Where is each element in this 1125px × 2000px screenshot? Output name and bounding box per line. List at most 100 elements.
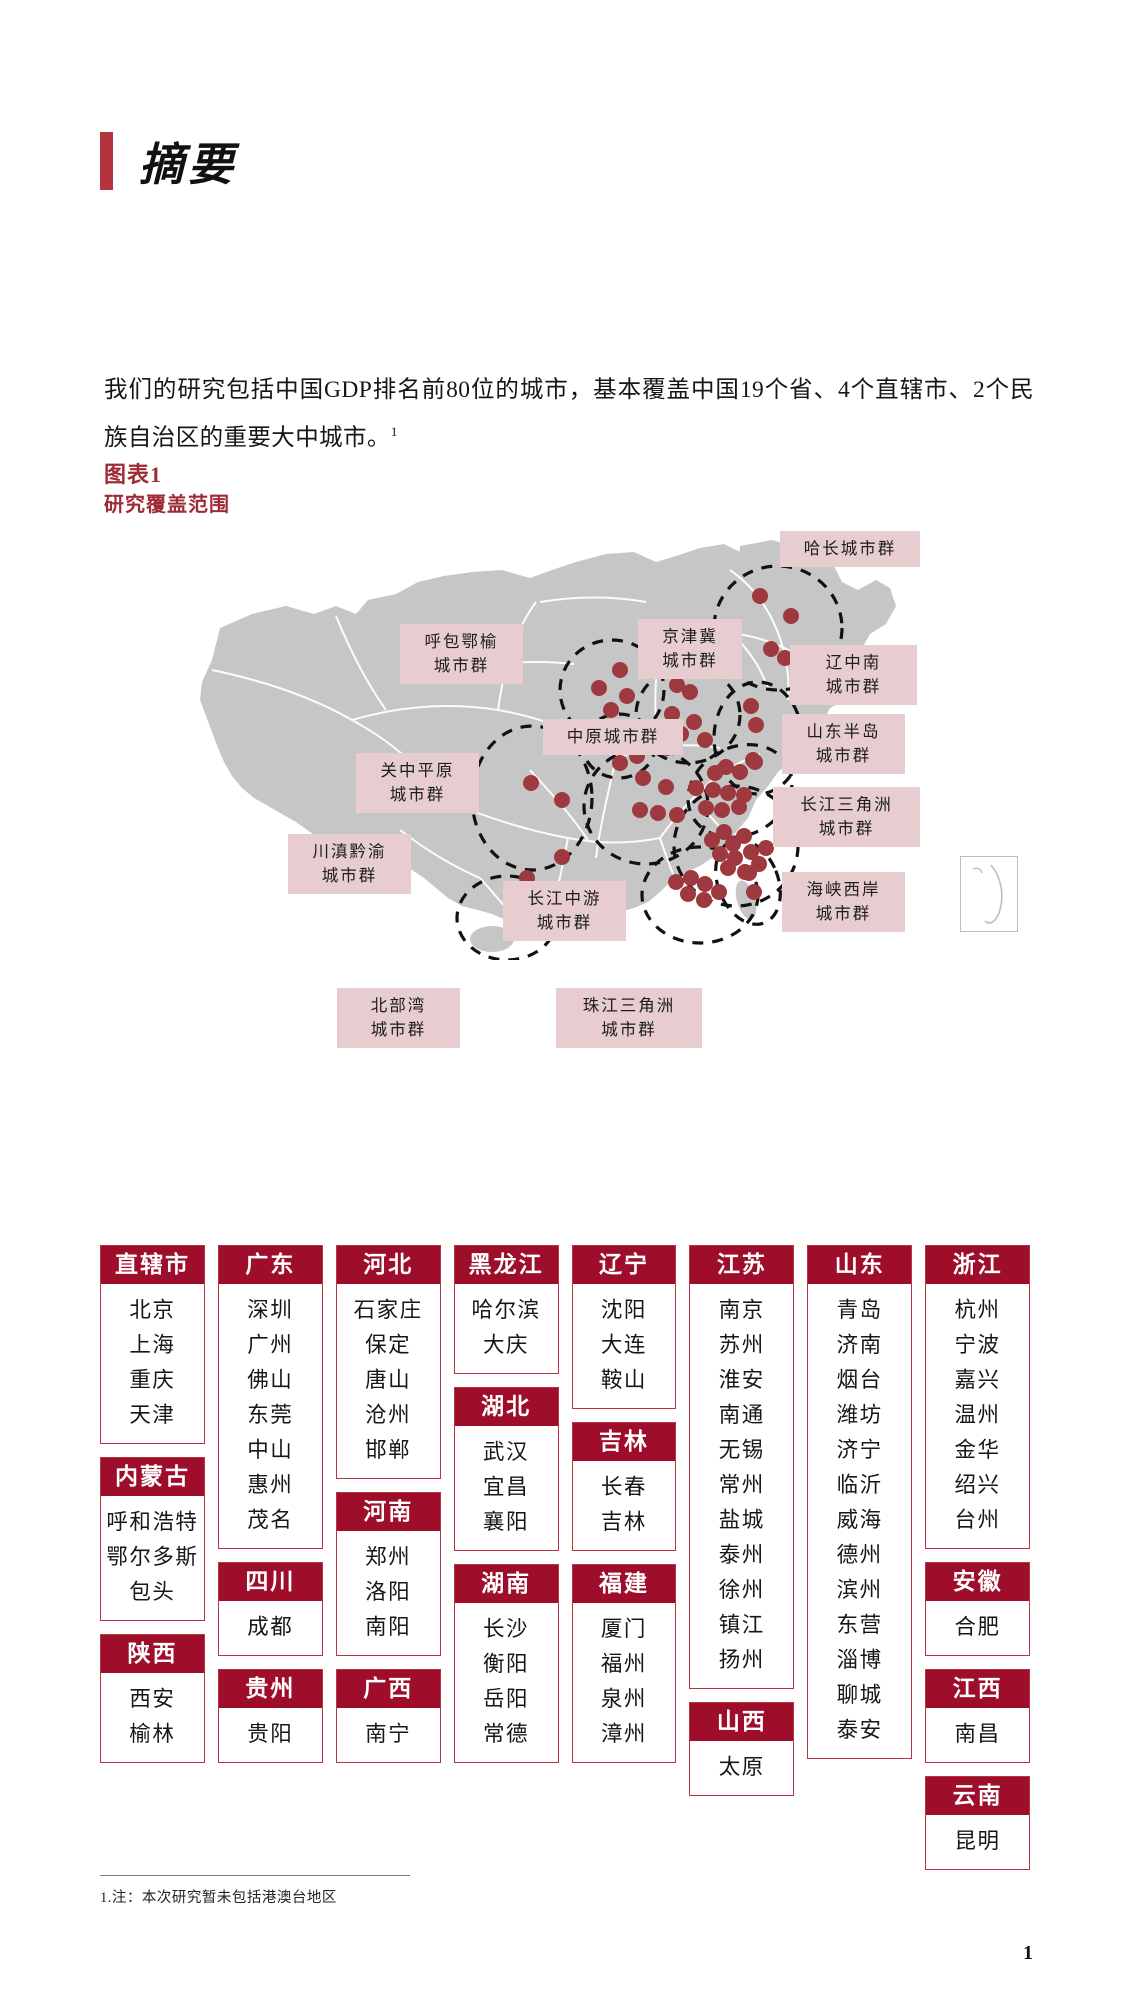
city-item: 重庆: [129, 1368, 176, 1392]
city-item: 聊城: [836, 1683, 883, 1707]
city-list: 太原: [690, 1741, 793, 1795]
city-list: 杭州 宁波 嘉兴 温州 金华 绍兴 台州: [926, 1284, 1029, 1548]
city-list: 北京 上海 重庆 天津: [101, 1284, 204, 1443]
map-label-guanzhong-plain: 关中平原 城市群: [356, 753, 479, 813]
province-box: 云南 昆明: [925, 1776, 1030, 1870]
province-box: 湖南 长沙 衡阳 岳阳 常德: [453, 1564, 559, 1763]
city-item: 漳州: [600, 1722, 647, 1746]
province-header: 内蒙古: [101, 1458, 204, 1496]
province-header: 福建: [572, 1565, 676, 1603]
province-box: 江苏 南京 苏州 淮安 南通 无锡 常州 盐城 泰州 徐州 镇江 扬州: [689, 1245, 795, 1689]
city-item: 南昌: [954, 1722, 1001, 1746]
city-list: 长沙 衡阳 岳阳 常德: [455, 1603, 558, 1762]
province-header: 云南: [926, 1777, 1029, 1815]
province-header: 山西: [690, 1703, 794, 1741]
province-box: 河北 石家庄 保定 唐山 沧州 邯郸: [335, 1245, 441, 1479]
figure-number: 图表1: [104, 462, 163, 487]
city-list: 合肥: [926, 1601, 1029, 1655]
map-label-haixia-west-coast: 海峡西岸 城市群: [782, 872, 905, 932]
province-header: 吉林: [572, 1423, 676, 1461]
province-box: 江西 南昌: [925, 1669, 1030, 1763]
province-box: 浙江 杭州 宁波 嘉兴 温州 金华 绍兴 台州: [925, 1245, 1030, 1549]
city-item: 榆林: [129, 1722, 176, 1746]
city-item: 惠州: [247, 1473, 294, 1497]
city-item: 盐城: [718, 1508, 765, 1532]
city-item: 淮安: [718, 1368, 765, 1392]
province-header: 湖北: [454, 1388, 558, 1426]
city-item: 潍坊: [836, 1403, 883, 1427]
city-item: 沧州: [365, 1403, 412, 1427]
map-label-yangtze-midstream: 长江中游 城市群: [503, 881, 626, 941]
city-item: 厦门: [600, 1617, 647, 1641]
city-item: 邯郸: [365, 1438, 412, 1462]
city-item: 哈尔滨: [471, 1298, 541, 1322]
province-header: 陕西: [101, 1635, 204, 1673]
city-item: 金华: [954, 1438, 1001, 1462]
city-list: 武汉 宜昌 襄阳: [455, 1426, 558, 1550]
city-item: 嘉兴: [954, 1368, 1001, 1392]
province-box: 广西 南宁: [335, 1669, 441, 1763]
province-box: 吉林 长春 吉林: [571, 1422, 677, 1551]
province-box: 福建厦门福州泉州漳州: [571, 1564, 677, 1763]
city-item: 温州: [954, 1403, 1001, 1427]
city-item: 威海: [836, 1508, 883, 1532]
city-list: 呼和浩特 鄂尔多斯 包头: [101, 1496, 204, 1620]
intro-paragraph: 我们的研究包括中国GDP排名前80位的城市，基本覆盖中国19个省、4个直辖市、2…: [104, 370, 1034, 459]
city-item: 鄂尔多斯: [106, 1545, 199, 1569]
city-item: 南通: [718, 1403, 765, 1427]
city-list: 郑州 洛阳 南阳: [337, 1531, 440, 1655]
city-item: 鞍山: [600, 1368, 647, 1392]
table-column: 浙江 杭州 宁波 嘉兴 温州 金华 绍兴 台州 安徽 合肥 江西 南昌 云南 昆明: [925, 1245, 1030, 1870]
footnote-divider: [100, 1875, 410, 1876]
map-label-chuandianqianyu: 川滇黔渝 城市群: [288, 834, 411, 894]
city-item: 长沙: [483, 1617, 530, 1641]
city-item: 佛山: [247, 1368, 294, 1392]
province-city-table: 直辖市 北京 上海 重庆 天津 内蒙古 呼和浩特 鄂尔多斯 包头 陕西 西安 榆林 广东 深圳 广州 佛山 东莞…: [100, 1245, 1030, 1870]
city-item: 保定: [365, 1333, 412, 1357]
city-item: 东莞: [247, 1403, 294, 1427]
province-header: 江西: [926, 1670, 1029, 1708]
province-header: 广东: [218, 1246, 322, 1284]
page-number: 1: [1023, 1942, 1033, 1964]
province-header: 四川: [218, 1563, 322, 1601]
city-item: 大连: [600, 1333, 647, 1357]
city-item: 泉州: [600, 1687, 647, 1711]
city-list: 成都: [219, 1601, 322, 1655]
city-item: 无锡: [718, 1438, 765, 1462]
city-list: 南宁: [337, 1708, 440, 1762]
city-item: 太原: [718, 1755, 765, 1779]
province-header: 辽宁: [572, 1246, 676, 1284]
province-header: 安徽: [926, 1563, 1029, 1601]
city-item: 扬州: [718, 1648, 765, 1672]
city-item: 徐州: [718, 1578, 765, 1602]
province-header: 湖南: [454, 1565, 558, 1603]
city-item: 岳阳: [483, 1687, 530, 1711]
province-box: 贵州 贵阳: [217, 1669, 323, 1763]
figure-title: 研究覆盖范围: [104, 494, 230, 516]
city-item: 绍兴: [954, 1473, 1001, 1497]
map-label-hachang: 哈长城市群: [780, 531, 920, 567]
city-item: 郑州: [365, 1545, 412, 1569]
city-item: 淄博: [836, 1648, 883, 1672]
city-list: 石家庄 保定 唐山 沧州 邯郸: [337, 1284, 440, 1478]
province-box: 河南 郑州 洛阳 南阳: [335, 1492, 441, 1656]
city-list: 长春 吉林: [573, 1461, 676, 1550]
cluster-circle-hachang: [712, 564, 844, 692]
province-box: 广东 深圳 广州 佛山 东莞 中山 惠州 茂名: [217, 1245, 323, 1549]
city-item: 东营: [836, 1613, 883, 1637]
city-item: 泰州: [718, 1543, 765, 1567]
city-item: 武汉: [483, 1440, 530, 1464]
figure-caption: 图表1 研究覆盖范围: [104, 460, 230, 520]
city-item: 宜昌: [483, 1475, 530, 1499]
footnote-text: 1.注：本次研究暂未包括港澳台地区: [100, 1890, 337, 1906]
city-item: 福州: [600, 1652, 647, 1676]
city-item: 呼和浩特: [106, 1510, 199, 1534]
map-label-zhongyuan: 中原城市群: [543, 719, 683, 755]
city-list: 哈尔滨 大庆: [455, 1284, 558, 1373]
city-item: 沈阳: [600, 1298, 647, 1322]
city-item: 中山: [247, 1438, 294, 1462]
intro-text: 我们的研究包括中国GDP排名前80位的城市，基本覆盖中国19个省、4个直辖市、2…: [104, 377, 1034, 451]
city-list: 厦门 福州 泉州 漳州: [573, 1603, 676, 1762]
city-item: 西安: [129, 1687, 176, 1711]
map-label-jingjinji: 京津冀 城市群: [638, 619, 742, 679]
